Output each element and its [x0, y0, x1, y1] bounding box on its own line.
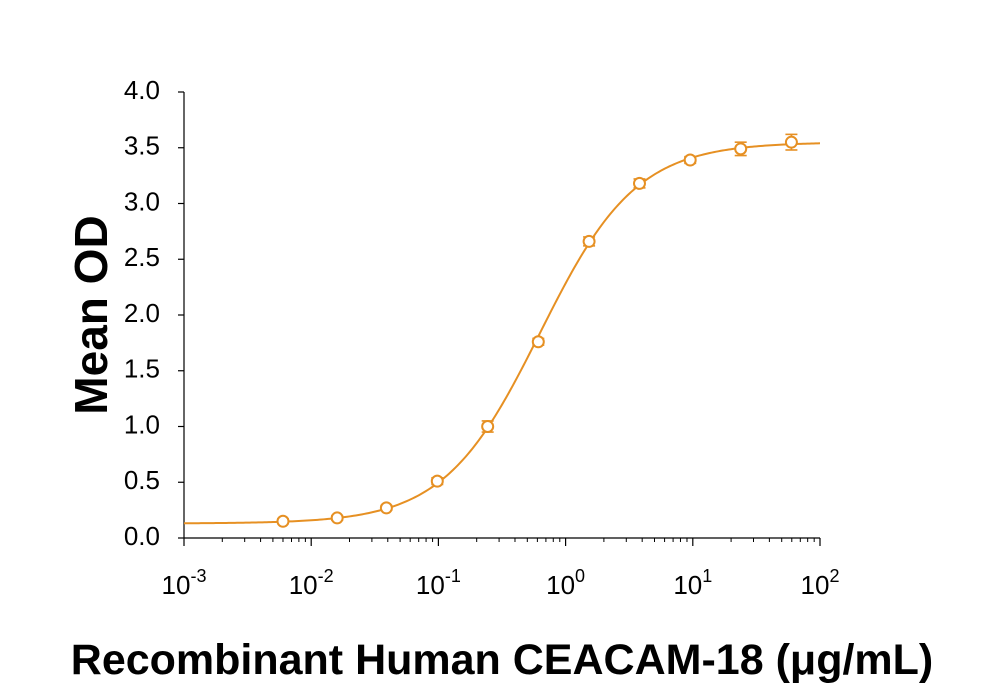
data-point — [430, 474, 444, 488]
x-axis-title: Recombinant Human CEACAM-18 (μg/mL) — [71, 636, 933, 684]
y-tick-label: 2.0 — [124, 298, 160, 328]
x-tick-label: 100 — [546, 566, 585, 600]
data-marker — [683, 153, 697, 167]
data-marker — [430, 474, 444, 488]
y-tick-label: 1.5 — [124, 354, 160, 384]
data-marker — [379, 501, 393, 515]
data-point — [531, 335, 545, 349]
x-tick-label: 10-1 — [416, 566, 461, 600]
data-points-layer — [276, 133, 798, 528]
y-tick-label: 2.5 — [124, 242, 160, 272]
data-marker — [481, 420, 495, 433]
data-marker — [784, 135, 798, 149]
data-point — [582, 234, 596, 248]
data-point — [683, 153, 697, 167]
data-point — [481, 420, 495, 433]
data-point — [632, 176, 646, 190]
y-tick-label: 0.0 — [124, 521, 160, 551]
data-marker — [582, 234, 596, 248]
data-marker — [734, 142, 748, 156]
x-tick-label: 10-3 — [162, 566, 207, 600]
data-marker — [632, 176, 646, 190]
y-axis-title: Mean OD — [65, 215, 117, 414]
y-tick-label: 3.0 — [124, 186, 160, 216]
data-point — [784, 133, 798, 151]
x-tick-label: 102 — [801, 566, 840, 600]
data-marker — [330, 511, 344, 525]
y-tick-label: 4.0 — [124, 75, 160, 105]
axes: 0.0 0.5 1.0 1.5 2.0 2.5 3.0 3.5 4.0 10-3 10-2 10-1 1… — [124, 75, 840, 600]
y-tick-label: 3.5 — [124, 131, 160, 161]
x-tick-label: 10-2 — [289, 566, 334, 600]
y-tick-label: 1.0 — [124, 409, 160, 439]
data-point — [379, 501, 393, 515]
data-marker — [276, 514, 290, 528]
data-point — [734, 141, 748, 157]
y-tick-label: 0.5 — [124, 465, 160, 495]
fit-curve-layer — [183, 142, 821, 525]
data-point — [276, 514, 290, 528]
x-tick-label: 101 — [673, 566, 712, 600]
data-point — [330, 511, 344, 525]
fit-curve — [183, 142, 821, 525]
data-marker — [531, 335, 545, 349]
